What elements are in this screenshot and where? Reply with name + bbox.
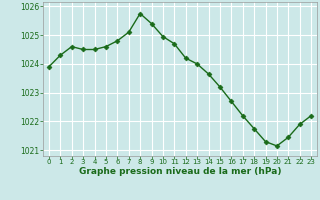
X-axis label: Graphe pression niveau de la mer (hPa): Graphe pression niveau de la mer (hPa) (79, 167, 281, 176)
